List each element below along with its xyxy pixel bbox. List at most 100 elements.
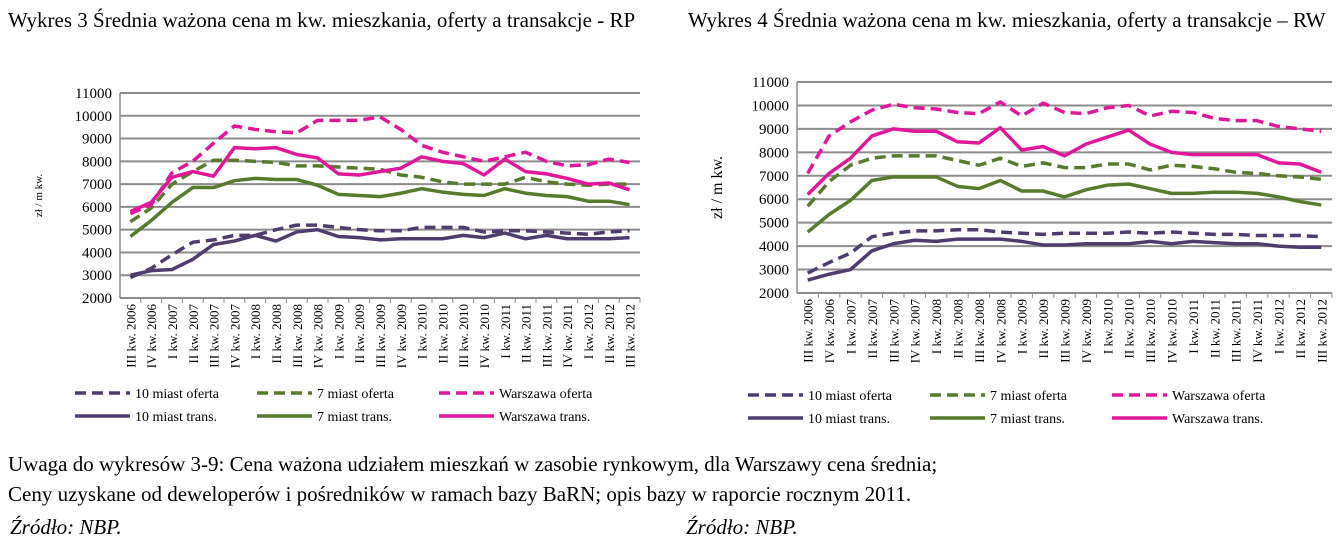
y-tick-label: 6000 bbox=[82, 200, 112, 216]
x-tick-label: III kw. 2008 bbox=[972, 299, 987, 363]
x-tick-label: II kw. 2009 bbox=[1036, 299, 1051, 358]
y-tick-label: 9000 bbox=[82, 132, 112, 148]
x-tick-label: IV kw. 2007 bbox=[227, 304, 242, 369]
note-line-2: Ceny uzyskane od deweloperów i pośrednik… bbox=[8, 482, 912, 506]
x-tick-label: II kw. 2008 bbox=[951, 299, 966, 358]
y-tick-label: 9000 bbox=[759, 122, 789, 138]
x-tick-label: I kw. 2009 bbox=[331, 304, 346, 359]
y-tick-label: 7000 bbox=[82, 177, 112, 193]
legend-label: Warszawa trans. bbox=[1172, 412, 1263, 427]
x-tick-label: I kw. 2007 bbox=[844, 299, 859, 355]
x-tick-label: IV kw. 2009 bbox=[394, 304, 409, 368]
chart-title-rp: Wykres 3 Średnia ważona cena m kw. miesz… bbox=[8, 8, 636, 32]
x-tick-label: IV kw. 2010 bbox=[477, 304, 492, 368]
x-tick-label: II kw. 2010 bbox=[1122, 299, 1137, 358]
x-tick-label: II kw. 2012 bbox=[1293, 299, 1308, 358]
x-tick-label: I kw. 2012 bbox=[1272, 299, 1287, 354]
legend-label: 7 miast trans. bbox=[317, 410, 392, 425]
legend-label: Warszawa oferta bbox=[499, 387, 593, 402]
y-tick-label: 8000 bbox=[82, 154, 112, 170]
x-tick-label: IV kw. 2011 bbox=[1250, 299, 1265, 363]
y-tick-label: 5000 bbox=[759, 216, 789, 232]
y-tick-label: 8000 bbox=[759, 145, 789, 161]
x-tick-label: I kw. 2008 bbox=[929, 299, 944, 354]
y-tick-label: 6000 bbox=[759, 192, 789, 208]
x-tick-label: IV kw. 2011 bbox=[560, 304, 575, 368]
x-tick-label: III kw. 2008 bbox=[290, 304, 305, 368]
y-tick-label: 2000 bbox=[759, 286, 789, 302]
x-tick-label: II kw. 2011 bbox=[519, 304, 534, 363]
series-line-7-miast-trans- bbox=[806, 175, 1322, 234]
series-line-10-miast-trans- bbox=[807, 237, 1322, 282]
x-tick-label: I kw. 2010 bbox=[415, 304, 430, 359]
series-line-7-miast-trans- bbox=[129, 176, 630, 238]
note-line-1: Uwaga do wykresów 3-9: Cena ważona udzia… bbox=[8, 452, 938, 476]
y-axis-label: zł / m kw. bbox=[709, 156, 726, 219]
legend-label: 7 miast trans. bbox=[990, 412, 1065, 427]
x-tick-label: I kw. 2011 bbox=[498, 304, 513, 359]
x-tick-label: III kw. 2007 bbox=[207, 304, 222, 368]
x-tick-label: I kw. 2009 bbox=[1015, 299, 1030, 354]
chart-title-rw: Wykres 4 Średnia ważona cena m kw. miesz… bbox=[688, 8, 1326, 32]
x-tick-label: IV kw. 2010 bbox=[1165, 299, 1180, 363]
x-tick-label: II kw. 2010 bbox=[435, 304, 450, 363]
legend-label: 7 miast oferta bbox=[317, 387, 395, 402]
x-tick-label: II kw. 2008 bbox=[269, 304, 284, 363]
source-right: Źródło: NBP. bbox=[686, 515, 798, 539]
x-tick-label: III kw. 2012 bbox=[1314, 299, 1329, 363]
y-tick-label: 2000 bbox=[82, 291, 112, 307]
x-tick-label: III kw. 2010 bbox=[1143, 299, 1158, 363]
series-line-7-miast-oferta bbox=[129, 158, 630, 224]
series-line-10-miast-oferta bbox=[806, 227, 1322, 275]
x-tick-label: I kw. 2012 bbox=[581, 304, 596, 359]
y-tick-label: 3000 bbox=[82, 268, 112, 284]
legend-label: Warszawa oferta bbox=[1172, 389, 1266, 404]
y-tick-label: 4000 bbox=[82, 245, 112, 261]
x-tick-label: III kw. 2010 bbox=[456, 304, 471, 368]
x-tick-label: III kw. 2006 bbox=[123, 304, 138, 368]
legend-label: 10 miast trans. bbox=[808, 412, 890, 427]
series-line-warszawa-oferta bbox=[806, 100, 1322, 175]
x-tick-label: III kw. 2011 bbox=[1229, 299, 1244, 362]
x-tick-label: III kw. 2012 bbox=[623, 304, 638, 368]
y-tick-label: 4000 bbox=[759, 239, 789, 255]
y-tick-label: 10000 bbox=[75, 109, 113, 125]
x-tick-label: IV kw. 2007 bbox=[908, 299, 923, 364]
x-tick-label: II kw. 2012 bbox=[602, 304, 617, 363]
x-tick-label: IV kw. 2009 bbox=[1079, 299, 1094, 363]
x-tick-label: IV kw. 2006 bbox=[822, 299, 837, 364]
y-tick-label: 3000 bbox=[759, 263, 789, 279]
series-line-warszawa-trans- bbox=[806, 125, 1322, 196]
x-tick-label: II kw. 2011 bbox=[1207, 299, 1222, 358]
x-tick-label: I kw. 2008 bbox=[248, 304, 263, 359]
x-tick-label: III kw. 2011 bbox=[539, 304, 554, 367]
x-tick-label: IV kw. 2006 bbox=[144, 304, 159, 369]
x-tick-label: IV kw. 2008 bbox=[311, 304, 326, 368]
x-tick-label: III kw. 2006 bbox=[801, 299, 816, 363]
x-tick-label: II kw. 2007 bbox=[186, 304, 201, 364]
x-tick-label: II kw. 2009 bbox=[352, 304, 367, 363]
y-tick-label: 11000 bbox=[75, 86, 112, 102]
legend-label: 7 miast oferta bbox=[990, 389, 1068, 404]
series-line-10-miast-oferta bbox=[129, 223, 630, 280]
source-left: Źródło: NBP. bbox=[10, 515, 122, 539]
series-line-7-miast-oferta bbox=[806, 154, 1322, 208]
y-tick-label: 5000 bbox=[82, 223, 112, 239]
x-tick-label: III kw. 2009 bbox=[373, 304, 388, 368]
legend-label: Warszawa trans. bbox=[499, 410, 590, 425]
y-tick-label: 10000 bbox=[752, 98, 790, 114]
x-tick-label: I kw. 2007 bbox=[165, 304, 180, 360]
x-tick-label: III kw. 2009 bbox=[1058, 299, 1073, 363]
series-line-10-miast-trans- bbox=[130, 227, 630, 277]
series-line-warszawa-trans- bbox=[129, 145, 631, 214]
y-tick-label: 11000 bbox=[752, 75, 789, 91]
series-line-warszawa-oferta bbox=[129, 115, 630, 216]
y-axis-label: zł / m kw. bbox=[33, 174, 45, 218]
x-tick-label: IV kw. 2008 bbox=[993, 299, 1008, 363]
x-tick-label: II kw. 2007 bbox=[865, 299, 880, 359]
x-tick-label: I kw. 2010 bbox=[1100, 299, 1115, 354]
y-tick-label: 7000 bbox=[759, 169, 789, 185]
legend-label: 10 miast oferta bbox=[808, 389, 893, 404]
x-tick-label: I kw. 2011 bbox=[1186, 299, 1201, 354]
